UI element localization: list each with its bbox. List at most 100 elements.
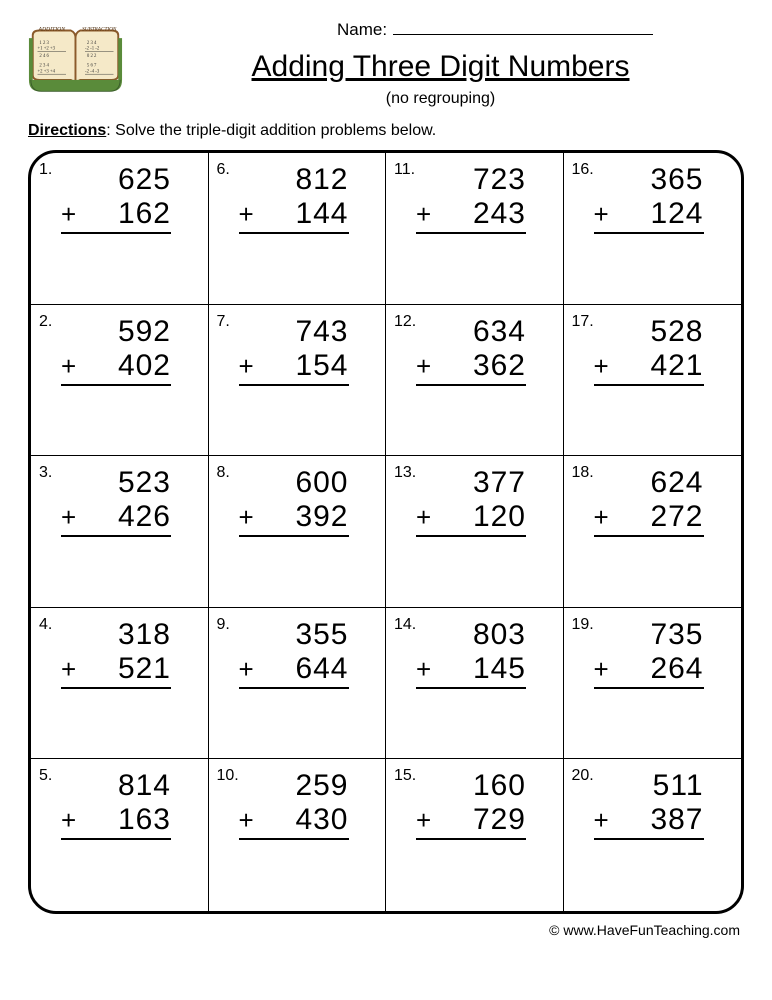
plus-icon: + xyxy=(61,502,77,533)
addend-bottom: 272 xyxy=(650,500,703,534)
addend-top: 735 xyxy=(594,618,704,652)
problem-number: 6. xyxy=(217,161,230,179)
addition-problem: 365+124 xyxy=(594,163,704,234)
problem-cell: 16.365+124 xyxy=(564,153,742,305)
svg-text:2 3 4: 2 3 4 xyxy=(39,64,49,69)
addition-problem: 624+272 xyxy=(594,466,704,537)
plus-icon: + xyxy=(239,199,255,230)
addend-top: 259 xyxy=(239,769,349,803)
svg-text:5 6 7: 5 6 7 xyxy=(87,64,97,69)
name-blank[interactable] xyxy=(393,34,653,35)
problem-number: 9. xyxy=(217,616,230,634)
addition-problem: 528+421 xyxy=(594,315,704,386)
plus-icon: + xyxy=(239,502,255,533)
problem-cell: 20.511+387 xyxy=(564,759,742,911)
addend-bottom: 729 xyxy=(473,803,526,837)
addend-bottom: 163 xyxy=(118,803,171,837)
problem-cell: 11.723+243 xyxy=(386,153,564,305)
addition-problem: 814+163 xyxy=(61,769,171,840)
addend-bottom-row: +144 xyxy=(239,197,349,234)
addend-bottom: 387 xyxy=(650,803,703,837)
addition-problem: 377+120 xyxy=(416,466,526,537)
addend-bottom-row: +644 xyxy=(239,652,349,689)
addend-bottom: 243 xyxy=(473,197,526,231)
problems-grid: 1.625+1626.812+14411.723+24316.365+1242.… xyxy=(31,153,741,911)
plus-icon: + xyxy=(61,351,77,382)
addition-problem: 318+521 xyxy=(61,618,171,689)
addend-bottom-row: +426 xyxy=(61,500,171,537)
problem-cell: 9. 355+644 xyxy=(209,608,387,760)
addend-top: 318 xyxy=(61,618,171,652)
problem-number: 16. xyxy=(572,161,594,179)
addend-bottom-row: +243 xyxy=(416,197,526,234)
worksheet-subtitle: (no regrouping) xyxy=(137,90,744,108)
addend-bottom: 421 xyxy=(650,349,703,383)
problem-cell: 8. 600+392 xyxy=(209,456,387,608)
svg-text:2 3 4: 2 3 4 xyxy=(87,41,97,46)
problem-cell: 7. 743+154 xyxy=(209,305,387,457)
problem-cell: 1.625+162 xyxy=(31,153,209,305)
addend-bottom-row: +521 xyxy=(61,652,171,689)
addend-top: 523 xyxy=(61,466,171,500)
plus-icon: + xyxy=(61,199,77,230)
addition-problem: 259+430 xyxy=(239,769,349,840)
addend-bottom: 154 xyxy=(295,349,348,383)
addend-bottom-row: +430 xyxy=(239,803,349,840)
addend-bottom-row: +387 xyxy=(594,803,704,840)
addend-bottom: 430 xyxy=(295,803,348,837)
plus-icon: + xyxy=(416,351,432,382)
problem-number: 13. xyxy=(394,464,416,482)
addition-problem: 160+729 xyxy=(416,769,526,840)
addition-problem: 600+392 xyxy=(239,466,349,537)
svg-text:ADDITION: ADDITION xyxy=(37,27,66,33)
addend-top: 624 xyxy=(594,466,704,500)
addition-problem: 625+162 xyxy=(61,163,171,234)
plus-icon: + xyxy=(61,805,77,836)
problem-cell: 19.735+264 xyxy=(564,608,742,760)
addition-problem: 634+362 xyxy=(416,315,526,386)
addition-problem: 355+644 xyxy=(239,618,349,689)
addend-bottom: 362 xyxy=(473,349,526,383)
problem-number: 7. xyxy=(217,313,230,331)
problem-number: 19. xyxy=(572,616,594,634)
plus-icon: + xyxy=(594,351,610,382)
addition-problem: 735+264 xyxy=(594,618,704,689)
addend-top: 814 xyxy=(61,769,171,803)
addend-top: 528 xyxy=(594,315,704,349)
addend-bottom-row: +162 xyxy=(61,197,171,234)
addend-top: 592 xyxy=(61,315,171,349)
problem-cell: 14.803+145 xyxy=(386,608,564,760)
addend-bottom-row: +163 xyxy=(61,803,171,840)
addend-bottom: 521 xyxy=(118,652,171,686)
problem-number: 4. xyxy=(39,616,52,634)
addend-bottom: 162 xyxy=(118,197,171,231)
addend-top: 723 xyxy=(416,163,526,197)
addend-bottom: 145 xyxy=(473,652,526,686)
problem-number: 12. xyxy=(394,313,416,331)
worksheet-title: Adding Three Digit Numbers xyxy=(137,50,744,84)
svg-text:+1 +2 +3: +1 +2 +3 xyxy=(38,47,56,52)
directions-label: Directions xyxy=(28,122,106,139)
addend-bottom-row: +124 xyxy=(594,197,704,234)
problem-number: 10. xyxy=(217,767,239,785)
addend-top: 377 xyxy=(416,466,526,500)
addend-top: 355 xyxy=(239,618,349,652)
directions: Directions: Solve the triple-digit addit… xyxy=(28,122,744,140)
addend-top: 634 xyxy=(416,315,526,349)
footer-copyright: © www.HaveFunTeaching.com xyxy=(28,922,744,938)
addend-top: 625 xyxy=(61,163,171,197)
problems-grid-container: 1.625+1626.812+14411.723+24316.365+1242.… xyxy=(28,150,744,914)
svg-text:-2 -1 -2: -2 -1 -2 xyxy=(85,47,100,52)
plus-icon: + xyxy=(239,805,255,836)
svg-text:1 2 3: 1 2 3 xyxy=(39,41,49,46)
addend-bottom-row: +120 xyxy=(416,500,526,537)
addend-top: 812 xyxy=(239,163,349,197)
svg-text:2 4 6: 2 4 6 xyxy=(39,54,49,59)
addend-bottom: 426 xyxy=(118,500,171,534)
problem-number: 2. xyxy=(39,313,52,331)
addition-problem: 743+154 xyxy=(239,315,349,386)
addend-bottom: 144 xyxy=(295,197,348,231)
addend-bottom: 644 xyxy=(295,652,348,686)
problem-number: 8. xyxy=(217,464,230,482)
addend-bottom: 402 xyxy=(118,349,171,383)
